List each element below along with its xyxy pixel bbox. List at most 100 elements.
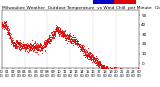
Point bbox=[8, 34, 10, 35]
Point bbox=[105, 69, 108, 70]
Point bbox=[106, 69, 108, 70]
Point bbox=[92, 60, 95, 61]
Point bbox=[13, 43, 16, 44]
Point bbox=[39, 49, 41, 51]
Point bbox=[45, 42, 48, 43]
Point bbox=[28, 45, 30, 46]
Point bbox=[46, 39, 48, 40]
Point bbox=[75, 38, 78, 39]
Point bbox=[5, 26, 8, 28]
Point bbox=[16, 39, 18, 40]
Point bbox=[64, 35, 66, 37]
Point bbox=[4, 23, 7, 25]
Point bbox=[118, 67, 121, 69]
Point bbox=[125, 72, 128, 74]
Point bbox=[44, 45, 46, 47]
Point bbox=[33, 46, 35, 48]
Point bbox=[36, 46, 39, 48]
Point bbox=[5, 24, 7, 25]
Point bbox=[54, 29, 57, 30]
Point bbox=[97, 61, 100, 62]
Point bbox=[90, 58, 93, 60]
Point bbox=[130, 73, 132, 75]
Point bbox=[30, 43, 33, 44]
Point bbox=[39, 43, 42, 44]
Point bbox=[96, 59, 99, 61]
Point bbox=[29, 46, 31, 48]
Point bbox=[82, 51, 85, 52]
Point bbox=[99, 64, 102, 65]
Point bbox=[89, 56, 92, 57]
Point bbox=[15, 39, 18, 41]
Point bbox=[92, 56, 95, 58]
Point bbox=[45, 42, 47, 43]
Point bbox=[92, 59, 94, 61]
Point bbox=[127, 72, 129, 73]
Point bbox=[39, 46, 41, 47]
Point bbox=[91, 54, 94, 55]
Point bbox=[90, 54, 92, 56]
Point bbox=[126, 72, 128, 73]
Point bbox=[79, 44, 82, 45]
Point bbox=[45, 42, 48, 44]
Point bbox=[120, 69, 123, 71]
Point bbox=[69, 34, 72, 35]
Point bbox=[24, 43, 26, 44]
Point bbox=[123, 74, 126, 75]
Point bbox=[96, 64, 99, 65]
Point bbox=[35, 48, 37, 49]
Point bbox=[95, 57, 97, 59]
Point bbox=[36, 50, 39, 51]
Point bbox=[58, 31, 60, 32]
Point bbox=[18, 47, 21, 48]
Point bbox=[103, 70, 106, 71]
Point bbox=[15, 44, 17, 45]
Point bbox=[132, 73, 135, 75]
Point bbox=[117, 70, 120, 71]
Point bbox=[111, 71, 114, 73]
Point bbox=[58, 30, 61, 31]
Point bbox=[48, 36, 50, 37]
Point bbox=[71, 40, 73, 41]
Point bbox=[55, 29, 58, 31]
Point bbox=[80, 47, 82, 48]
Point bbox=[105, 66, 108, 67]
Point bbox=[124, 74, 127, 75]
Point bbox=[128, 71, 130, 72]
Point bbox=[125, 73, 128, 74]
Point bbox=[25, 46, 27, 47]
Point bbox=[15, 47, 18, 48]
Point bbox=[110, 68, 112, 70]
Point bbox=[83, 50, 86, 51]
Point bbox=[4, 24, 7, 26]
Point bbox=[49, 41, 52, 42]
Point bbox=[53, 33, 56, 35]
Point bbox=[40, 44, 42, 45]
Point bbox=[56, 27, 59, 28]
Point bbox=[78, 43, 81, 45]
Point bbox=[127, 70, 130, 72]
Point bbox=[45, 44, 48, 45]
Point bbox=[46, 38, 49, 39]
Point bbox=[75, 45, 78, 46]
Point bbox=[78, 44, 81, 45]
Point bbox=[108, 66, 111, 68]
Point bbox=[84, 51, 87, 53]
Point bbox=[67, 40, 70, 41]
Point bbox=[9, 37, 12, 39]
Point bbox=[54, 36, 56, 37]
Point bbox=[126, 71, 128, 72]
Point bbox=[55, 30, 58, 32]
Point bbox=[76, 41, 79, 42]
Point bbox=[20, 48, 22, 49]
Point bbox=[69, 39, 72, 40]
Point bbox=[133, 72, 136, 74]
Point bbox=[10, 37, 13, 39]
Point bbox=[119, 70, 122, 72]
Point bbox=[66, 36, 68, 37]
Point bbox=[77, 44, 80, 45]
Point bbox=[32, 44, 34, 46]
Point bbox=[97, 62, 100, 64]
Point bbox=[64, 34, 66, 35]
Point bbox=[89, 56, 92, 57]
